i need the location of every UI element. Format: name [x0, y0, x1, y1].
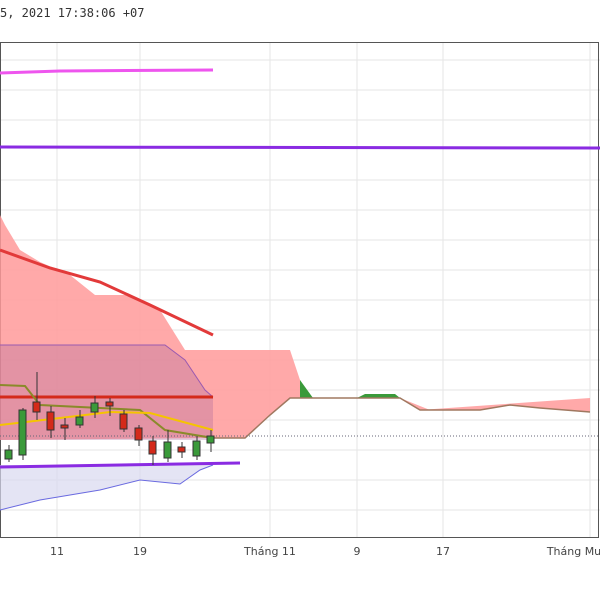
x-label: 17 [436, 545, 450, 558]
x-label: 11 [50, 545, 64, 558]
band-upper [0, 345, 213, 440]
pink-line [0, 68, 214, 75]
band-line [0, 344, 214, 398]
x-label: 9 [354, 545, 361, 558]
timestamp: 5, 2021 17:38:06 +07 [0, 6, 145, 20]
cloud-green [357, 394, 400, 398]
band-lower [0, 465, 213, 510]
x-label: Tháng 11 [243, 545, 296, 558]
cloud-edge [213, 397, 591, 439]
candles [4, 372, 215, 465]
purple-level [0, 145, 600, 150]
purple-support [0, 461, 241, 469]
cloud [0, 215, 590, 440]
x-label: 19 [133, 545, 147, 558]
plot-frame [0, 42, 599, 538]
grid [0, 42, 600, 537]
cloud-green [300, 380, 313, 398]
ma-line [0, 248, 214, 337]
band-line [0, 464, 214, 511]
olive-line [0, 384, 214, 439]
x-label: Tháng Mư [546, 545, 600, 558]
